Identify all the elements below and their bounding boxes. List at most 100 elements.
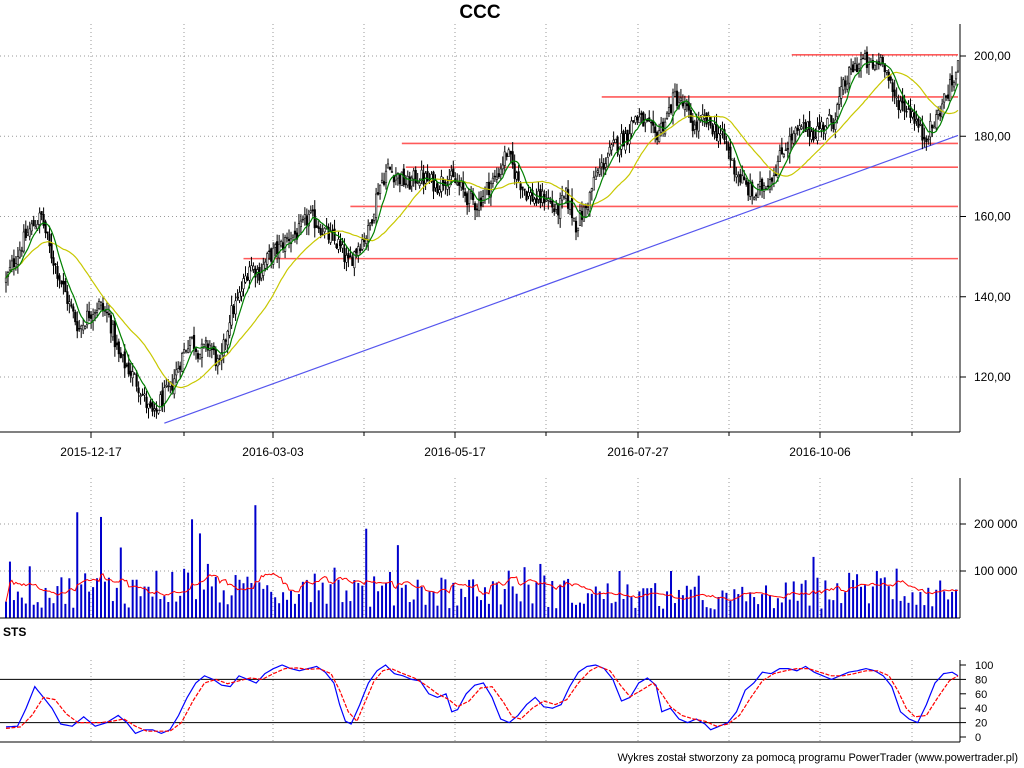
volume-bar bbox=[879, 578, 882, 618]
candle-body bbox=[499, 168, 502, 175]
candle-body bbox=[632, 120, 635, 122]
volume-bar bbox=[385, 583, 388, 618]
candle-body bbox=[525, 191, 528, 201]
volume-bar bbox=[610, 603, 613, 618]
candle-body bbox=[495, 176, 498, 180]
volume-bar bbox=[119, 547, 122, 618]
volume-bar bbox=[396, 545, 399, 618]
volume-bar bbox=[677, 589, 680, 618]
candle-body bbox=[735, 174, 738, 178]
candle-body bbox=[280, 241, 283, 247]
candle-body bbox=[899, 100, 902, 111]
price-x-tick-label: 2016-05-17 bbox=[424, 445, 486, 459]
candle-body bbox=[333, 228, 336, 241]
volume-bar bbox=[191, 519, 194, 618]
volume-bar bbox=[175, 601, 178, 618]
volume-bar bbox=[927, 587, 930, 618]
volume-bar bbox=[903, 596, 906, 618]
candle-body bbox=[384, 170, 388, 184]
candle-body bbox=[891, 82, 894, 93]
candle-body bbox=[64, 280, 67, 293]
candle-body bbox=[361, 239, 364, 250]
candle-body bbox=[155, 408, 158, 412]
volume-bar bbox=[345, 590, 348, 618]
volume-bar bbox=[792, 581, 795, 618]
candle-body bbox=[258, 267, 261, 281]
candle-body bbox=[283, 237, 287, 252]
candle-body bbox=[250, 265, 253, 272]
volume-bar bbox=[852, 580, 855, 618]
candle-body bbox=[796, 127, 799, 131]
volume-bar bbox=[262, 588, 265, 618]
volume-bar bbox=[646, 588, 649, 618]
candle-body bbox=[240, 291, 243, 297]
candle-body bbox=[507, 149, 510, 157]
candle-body bbox=[814, 136, 817, 139]
volume-bar bbox=[155, 570, 158, 618]
candle-body bbox=[185, 350, 188, 352]
candle-body bbox=[54, 263, 57, 265]
candle-body bbox=[38, 212, 41, 225]
volume-bar bbox=[361, 585, 364, 618]
volume-bar bbox=[567, 578, 570, 618]
candle-body bbox=[204, 340, 208, 343]
volume-bar bbox=[460, 588, 463, 618]
volume-bar bbox=[60, 577, 63, 618]
volume-bar bbox=[907, 602, 910, 618]
candle-body bbox=[559, 198, 562, 219]
volume-bar bbox=[788, 599, 791, 618]
candle-body bbox=[376, 192, 380, 195]
candle-body bbox=[945, 95, 948, 98]
candle-body bbox=[84, 326, 87, 329]
candle-body bbox=[113, 320, 116, 348]
candle-body bbox=[515, 172, 518, 180]
candle-body bbox=[367, 225, 370, 242]
volume-bar bbox=[274, 597, 277, 618]
volume-bar bbox=[578, 602, 581, 618]
candle-body bbox=[770, 177, 774, 182]
volume-bar bbox=[515, 593, 518, 618]
candle-body bbox=[119, 352, 122, 358]
candle-body bbox=[493, 175, 496, 178]
candle-body bbox=[497, 173, 500, 178]
candle-body bbox=[93, 312, 97, 314]
candle-body bbox=[34, 226, 37, 230]
candle-body bbox=[715, 123, 718, 138]
candle-body bbox=[756, 184, 760, 198]
candle-body bbox=[501, 164, 504, 170]
candle-body bbox=[117, 341, 120, 355]
candle-body bbox=[422, 172, 425, 185]
volume-bar bbox=[749, 592, 752, 618]
candles bbox=[4, 46, 960, 419]
candle-body bbox=[911, 111, 914, 118]
sts-y-tick-label: 80 bbox=[975, 674, 987, 686]
candle-body bbox=[931, 124, 934, 129]
volume-bar bbox=[765, 585, 768, 618]
sts-d-line bbox=[5, 665, 959, 732]
price-x-tick-label: 2016-07-27 bbox=[607, 445, 669, 459]
candle-body bbox=[917, 118, 920, 128]
volume-bar bbox=[899, 600, 902, 618]
volume-bar bbox=[341, 602, 344, 618]
volume-bar bbox=[844, 592, 847, 618]
volume-bar bbox=[820, 608, 823, 618]
candle-body bbox=[673, 91, 677, 97]
volume-bar bbox=[349, 601, 352, 618]
volume-bar bbox=[202, 589, 205, 618]
volume-bar bbox=[575, 604, 578, 618]
candle-body bbox=[42, 214, 45, 226]
candle-body bbox=[343, 248, 346, 262]
volume-bar bbox=[840, 603, 843, 618]
volume-bar bbox=[828, 599, 831, 618]
volume-bar bbox=[662, 608, 665, 618]
candle-body bbox=[568, 201, 572, 210]
candle-body bbox=[287, 238, 291, 241]
candle-body bbox=[90, 314, 93, 319]
trend-line bbox=[164, 134, 959, 424]
candle-body bbox=[503, 151, 506, 166]
candle-body bbox=[394, 175, 398, 181]
volume-bar bbox=[32, 604, 35, 618]
candle-body bbox=[323, 227, 326, 233]
candle-body bbox=[671, 92, 675, 116]
candle-body bbox=[303, 214, 306, 219]
